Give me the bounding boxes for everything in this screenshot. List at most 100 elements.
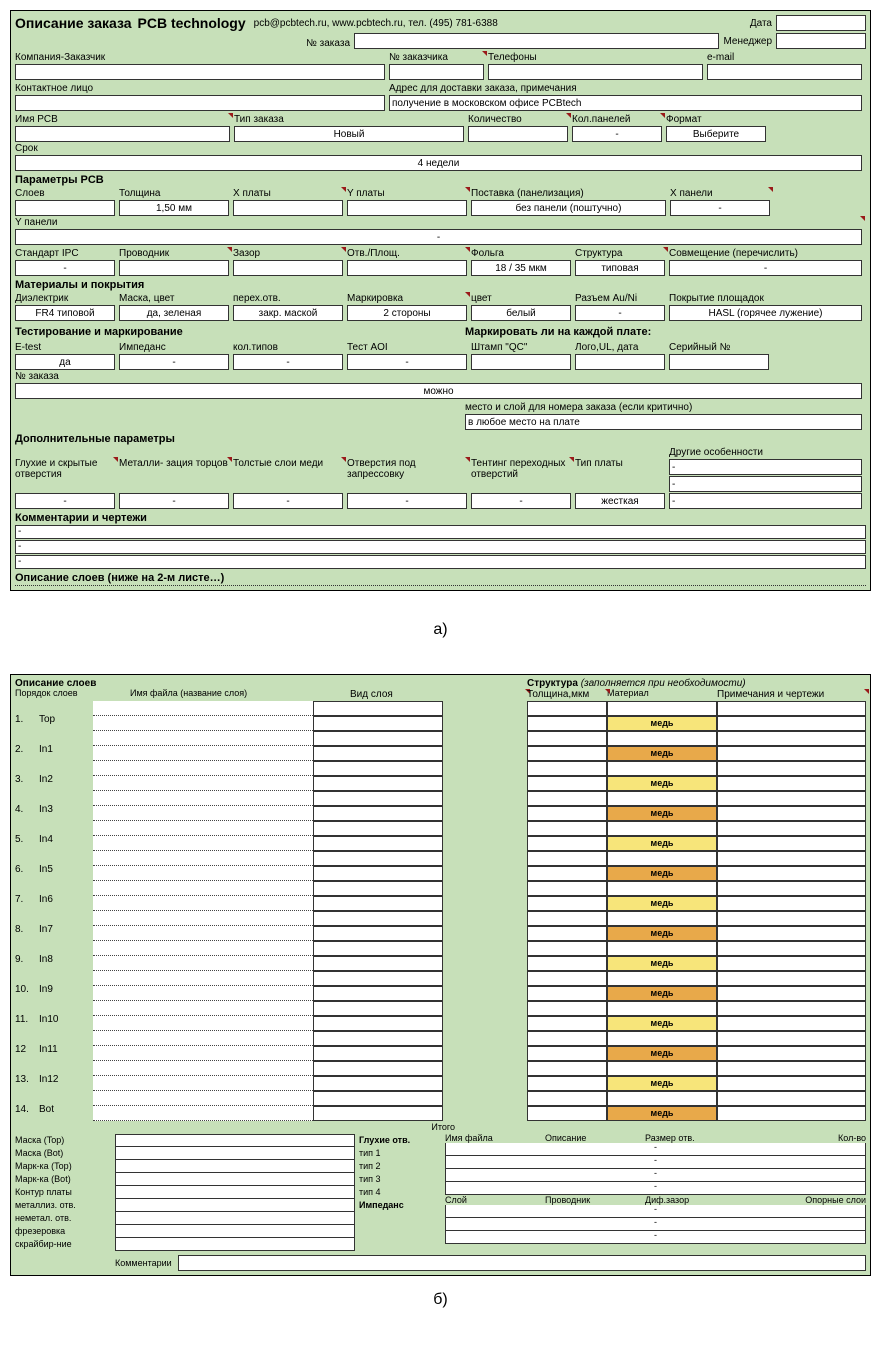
note-cell[interactable] (717, 791, 866, 806)
thick-cell[interactable] (527, 1076, 607, 1091)
mat-cell[interactable] (607, 941, 717, 956)
comment-line-3[interactable]: - (15, 555, 866, 569)
mcolor-input[interactable] (471, 305, 571, 321)
align-input[interactable] (669, 260, 862, 276)
note-cell[interactable] (717, 986, 866, 1001)
bottom-input-line[interactable] (115, 1225, 355, 1238)
file-cell[interactable] (93, 806, 313, 821)
note-cell[interactable] (717, 881, 866, 896)
file-cell[interactable] (93, 821, 313, 836)
thick-cell[interactable] (527, 971, 607, 986)
mat-cell[interactable] (607, 761, 717, 776)
bottom-input-line[interactable] (115, 1212, 355, 1225)
view-cell[interactable] (313, 926, 443, 941)
file-cell[interactable] (93, 791, 313, 806)
note-cell[interactable] (717, 1046, 866, 1061)
ipc-input[interactable] (15, 260, 115, 276)
thick-cell[interactable] (527, 1106, 607, 1121)
company-input[interactable] (15, 64, 385, 80)
deliv-input[interactable] (389, 95, 862, 111)
note-cell[interactable] (717, 1091, 866, 1106)
view-cell[interactable] (313, 851, 443, 866)
thick-cell[interactable] (527, 986, 607, 1001)
comment-line-2[interactable]: - (15, 540, 866, 554)
view-cell[interactable] (313, 941, 443, 956)
note-cell[interactable] (717, 776, 866, 791)
struct-input[interactable] (575, 260, 665, 276)
mat-cell[interactable] (607, 1061, 717, 1076)
mat-cell[interactable] (607, 971, 717, 986)
tent-input[interactable] (471, 493, 571, 509)
mat-cell[interactable] (607, 701, 717, 716)
manager-input[interactable] (776, 33, 866, 49)
view-cell[interactable] (313, 896, 443, 911)
note-cell[interactable] (717, 836, 866, 851)
comment-line-1[interactable]: - (15, 525, 866, 539)
note-cell[interactable] (717, 746, 866, 761)
view-cell[interactable] (313, 971, 443, 986)
qty-input[interactable] (468, 126, 568, 142)
bottom-input-line[interactable] (115, 1199, 355, 1212)
thick-cell[interactable] (527, 1031, 607, 1046)
auni-input[interactable] (575, 305, 665, 321)
imped-input[interactable] (119, 354, 229, 370)
mat-cell[interactable] (607, 791, 717, 806)
thick-cell[interactable] (527, 791, 607, 806)
mat-cell[interactable] (607, 1091, 717, 1106)
qc-input[interactable] (471, 354, 571, 370)
view-cell[interactable] (313, 821, 443, 836)
thick-cell[interactable] (527, 1046, 607, 1061)
note-cell[interactable] (717, 716, 866, 731)
view-cell[interactable] (313, 1001, 443, 1016)
view-cell[interactable] (313, 776, 443, 791)
thick-cell[interactable] (527, 1016, 607, 1031)
imp-line-3[interactable]: - (445, 1231, 866, 1244)
view-cell[interactable] (313, 866, 443, 881)
yp-input[interactable] (15, 229, 862, 245)
view-cell[interactable] (313, 1046, 443, 1061)
note-cell[interactable] (717, 1106, 866, 1121)
file-cell[interactable] (93, 1031, 313, 1046)
note-cell[interactable] (717, 1001, 866, 1016)
file-cell[interactable] (93, 971, 313, 986)
file-cell[interactable] (93, 836, 313, 851)
file-cell[interactable] (93, 761, 313, 776)
view-cell[interactable] (313, 1016, 443, 1031)
file-cell[interactable] (93, 1076, 313, 1091)
file-cell[interactable] (93, 911, 313, 926)
gap-input[interactable] (233, 260, 343, 276)
xb-input[interactable] (233, 200, 343, 216)
ntypes-input[interactable] (233, 354, 343, 370)
contactperson-input[interactable] (15, 95, 385, 111)
view-cell[interactable] (313, 791, 443, 806)
email-input[interactable] (707, 64, 862, 80)
note-cell[interactable] (717, 821, 866, 836)
thick-cell[interactable] (527, 1091, 607, 1106)
bottom-input-line[interactable] (115, 1147, 355, 1160)
thick-cell[interactable] (527, 806, 607, 821)
custno-input[interactable] (389, 64, 484, 80)
file-cell[interactable] (93, 746, 313, 761)
view-cell[interactable] (313, 1061, 443, 1076)
view-cell[interactable] (313, 956, 443, 971)
view-cell[interactable] (313, 806, 443, 821)
thick-cell[interactable] (527, 1001, 607, 1016)
file-cell[interactable] (93, 1046, 313, 1061)
yb-input[interactable] (347, 200, 467, 216)
blind-input[interactable] (15, 493, 115, 509)
edge-input[interactable] (119, 493, 229, 509)
mark-input[interactable] (347, 305, 467, 321)
xp-input[interactable] (670, 200, 770, 216)
hole-input[interactable] (347, 260, 467, 276)
mat-cell[interactable] (607, 821, 717, 836)
file-cell[interactable] (93, 881, 313, 896)
thick-cell[interactable] (527, 911, 607, 926)
ono-input[interactable] (15, 383, 862, 399)
thick-cell[interactable] (527, 896, 607, 911)
supply-input[interactable] (471, 200, 666, 216)
mask-input[interactable] (119, 305, 229, 321)
view-cell[interactable] (313, 746, 443, 761)
file-cell[interactable] (93, 701, 313, 716)
orderno-input[interactable] (354, 33, 719, 49)
thick-cell[interactable] (527, 836, 607, 851)
